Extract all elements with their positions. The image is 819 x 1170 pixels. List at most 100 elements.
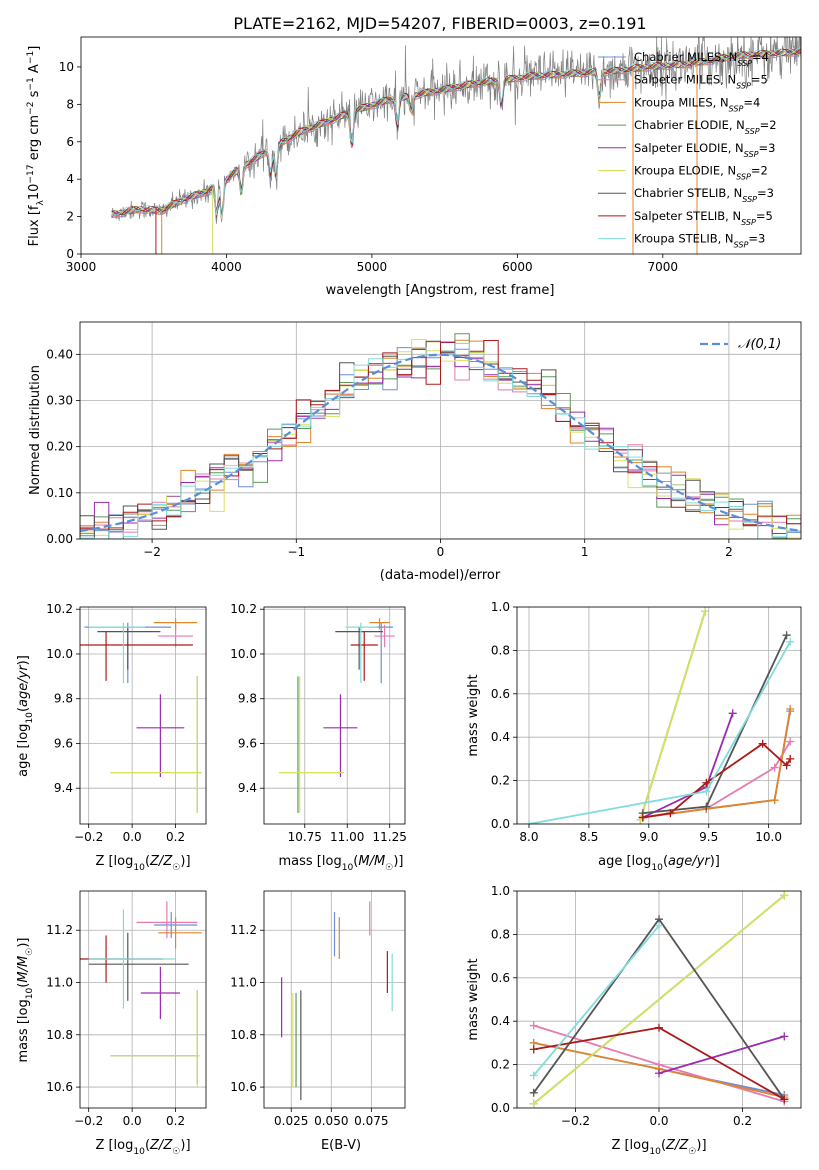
y-tick-label: 10.6 — [230, 1080, 257, 1094]
y-tick-label: 0.00 — [46, 532, 73, 546]
x-tick-label: 4000 — [211, 260, 242, 274]
x-tick-label: 0 — [437, 545, 445, 559]
y-tick-label: 0.6 — [491, 971, 510, 985]
weight-marker-salpeter-stelib — [780, 1095, 789, 1104]
x-tick-label: −1 — [287, 545, 305, 559]
label-part: 10 — [25, 988, 35, 1000]
x-tick-label: 7000 — [648, 260, 679, 274]
label-part: −1 — [26, 77, 36, 90]
y-tick-label: 10 — [59, 60, 74, 74]
weight-marker-salpeter-elodie — [655, 1069, 663, 1078]
label-part: SSP — [736, 172, 751, 181]
y-tick-label: 0.20 — [46, 440, 73, 454]
y-tick-label: 10.8 — [46, 1028, 73, 1042]
label-part: )] — [16, 938, 31, 948]
y-tick-label: 0.0 — [491, 817, 510, 831]
label-part: ☉ — [385, 863, 393, 873]
x-tick-label: 5000 — [357, 260, 388, 274]
label-part: λ — [36, 200, 46, 206]
label-part: ( — [145, 1138, 150, 1153]
label-part: =5 — [751, 73, 768, 87]
age-metallicity-frame — [79, 606, 207, 825]
weight-age-frame — [516, 606, 802, 825]
y-tick-label: 0.2 — [491, 774, 510, 788]
age-ylabel: age [log10(age/yr)] — [16, 655, 35, 777]
residuals-xlabel: (data-model)/error — [380, 568, 501, 583]
y-tick-label: 0.4 — [491, 1014, 510, 1028]
label-part: 10 — [651, 863, 663, 873]
y-tick-label: 9.6 — [54, 736, 73, 750]
legend-label-salpeter-miles: Salpeter MILES, NSSP=5 — [634, 73, 768, 91]
x-tick-label: 10.0 — [755, 830, 782, 844]
x-tick-label: −2 — [143, 545, 161, 559]
age-mass-frame — [263, 606, 406, 825]
label-part: A — [27, 64, 42, 77]
weight-metallicity-frame — [516, 890, 802, 1109]
label-part: Kroupa MILES, N — [634, 95, 729, 109]
label-part: ] — [27, 46, 42, 51]
spectrum-ylabel: Flux [fλ10−17 erg cm−2 s−1 A−1] — [26, 46, 46, 247]
label-part: Z/Z — [149, 1138, 173, 1153]
label-part: =2 — [760, 118, 777, 132]
label-part: =3 — [748, 232, 765, 246]
weight-marker-kroupa-stelib — [524, 820, 533, 824]
weight-age-plot-area — [517, 607, 801, 824]
y-tick-label: 10.0 — [230, 647, 257, 661]
weight-marker-kroupa-elodie — [780, 891, 789, 900]
label-part: 10 — [27, 184, 42, 201]
x-tick-label: 11.00 — [330, 830, 364, 844]
y-tick-label: 11.0 — [46, 976, 73, 990]
legend-label-salpeter-elodie: Salpeter ELODIE, NSSP=3 — [634, 141, 775, 159]
label-part: ( — [145, 854, 150, 869]
y-tick-label: 0 — [66, 247, 74, 261]
residuals-frame — [79, 321, 802, 540]
weight-age-panel: 8.0 8.5 9.0 9.5 10.0 0.0 0.2 0.4 0.6 0.8 1.0 mass w… — [466, 600, 802, 873]
weight-marker-salpeter-elodie — [780, 1032, 789, 1041]
y-tick-label: 11.0 — [230, 976, 257, 990]
weight-marker-salpeter-miles — [770, 763, 779, 772]
y-tick-label: 10.8 — [230, 1028, 257, 1042]
y-tick-label: 0.0 — [491, 1101, 510, 1115]
weight-metallicity-plot-area — [517, 891, 801, 1108]
label-part: Z/Z — [149, 854, 173, 869]
y-tick-label: 9.4 — [54, 781, 73, 795]
y-tick-label: 0.8 — [491, 927, 510, 941]
z-xlabel: Z [log10(Z/Z☉)] — [95, 1138, 190, 1157]
age-mass-panel: 10.75 11.00 11.25 9.4 9.6 9.8 10.0 10.2 mass [lo… — [230, 602, 407, 873]
legend-label-kroupa-miles: Kroupa MILES, NSSP=4 — [634, 95, 760, 113]
mass-xlabel: mass [log10(M/M☉)] — [279, 854, 404, 873]
x-tick-label: 10.75 — [288, 830, 322, 844]
weight-marker-salpeter-stelib — [786, 754, 795, 763]
label-part: =3 — [758, 141, 775, 155]
weight-marker-kroupa-elodie — [701, 607, 710, 616]
legend-label-chabrier-stelib: Chabrier STELIB, NSSP=3 — [634, 186, 774, 204]
age-mass-plot-area — [264, 607, 405, 824]
label-part: Z/Z — [665, 1138, 689, 1153]
mass-metallicity-plot-area — [80, 891, 206, 1108]
weight-marker-kroupa-miles — [770, 796, 779, 805]
label-part: )] — [16, 655, 31, 665]
model-spectrum-salpeter-miles — [111, 50, 801, 221]
label-part: M/M — [16, 956, 31, 983]
legend-label-kroupa-stelib: Kroupa STELIB, NSSP=3 — [634, 232, 765, 250]
label-part: SSP — [736, 81, 751, 90]
label-part: SSP — [742, 195, 757, 204]
weight-age-xlabel: age [log10(age/yr)] — [598, 854, 720, 873]
x-tick-label: 3000 — [66, 260, 97, 274]
mass-extinction-panel: 0.025 0.050 0.075 10.6 10.8 11.0 11.2 E(B-V) — [230, 890, 406, 1153]
x-tick-label: 0.0 — [649, 1114, 668, 1128]
label-part: )] — [180, 854, 190, 869]
weight-marker-kroupa-miles — [786, 704, 795, 713]
x-tick-label: 11.25 — [373, 830, 407, 844]
weight-marker-salpeter-stelib — [702, 778, 711, 787]
weight-marker-salpeter-stelib — [529, 1045, 538, 1054]
label-part: Kroupa STELIB, N — [634, 232, 734, 246]
label-part: )] — [180, 1138, 190, 1153]
weight-marker-salpeter-stelib — [666, 809, 675, 818]
x-tick-label: 0.2 — [733, 1114, 752, 1128]
label-part: )] — [393, 854, 403, 869]
x-tick-label: 0.025 — [274, 1114, 308, 1128]
weight-marker-salpeter-stelib — [782, 761, 791, 770]
y-tick-label: 10.2 — [230, 602, 257, 616]
histogram-salpeter-stelib — [80, 340, 801, 539]
